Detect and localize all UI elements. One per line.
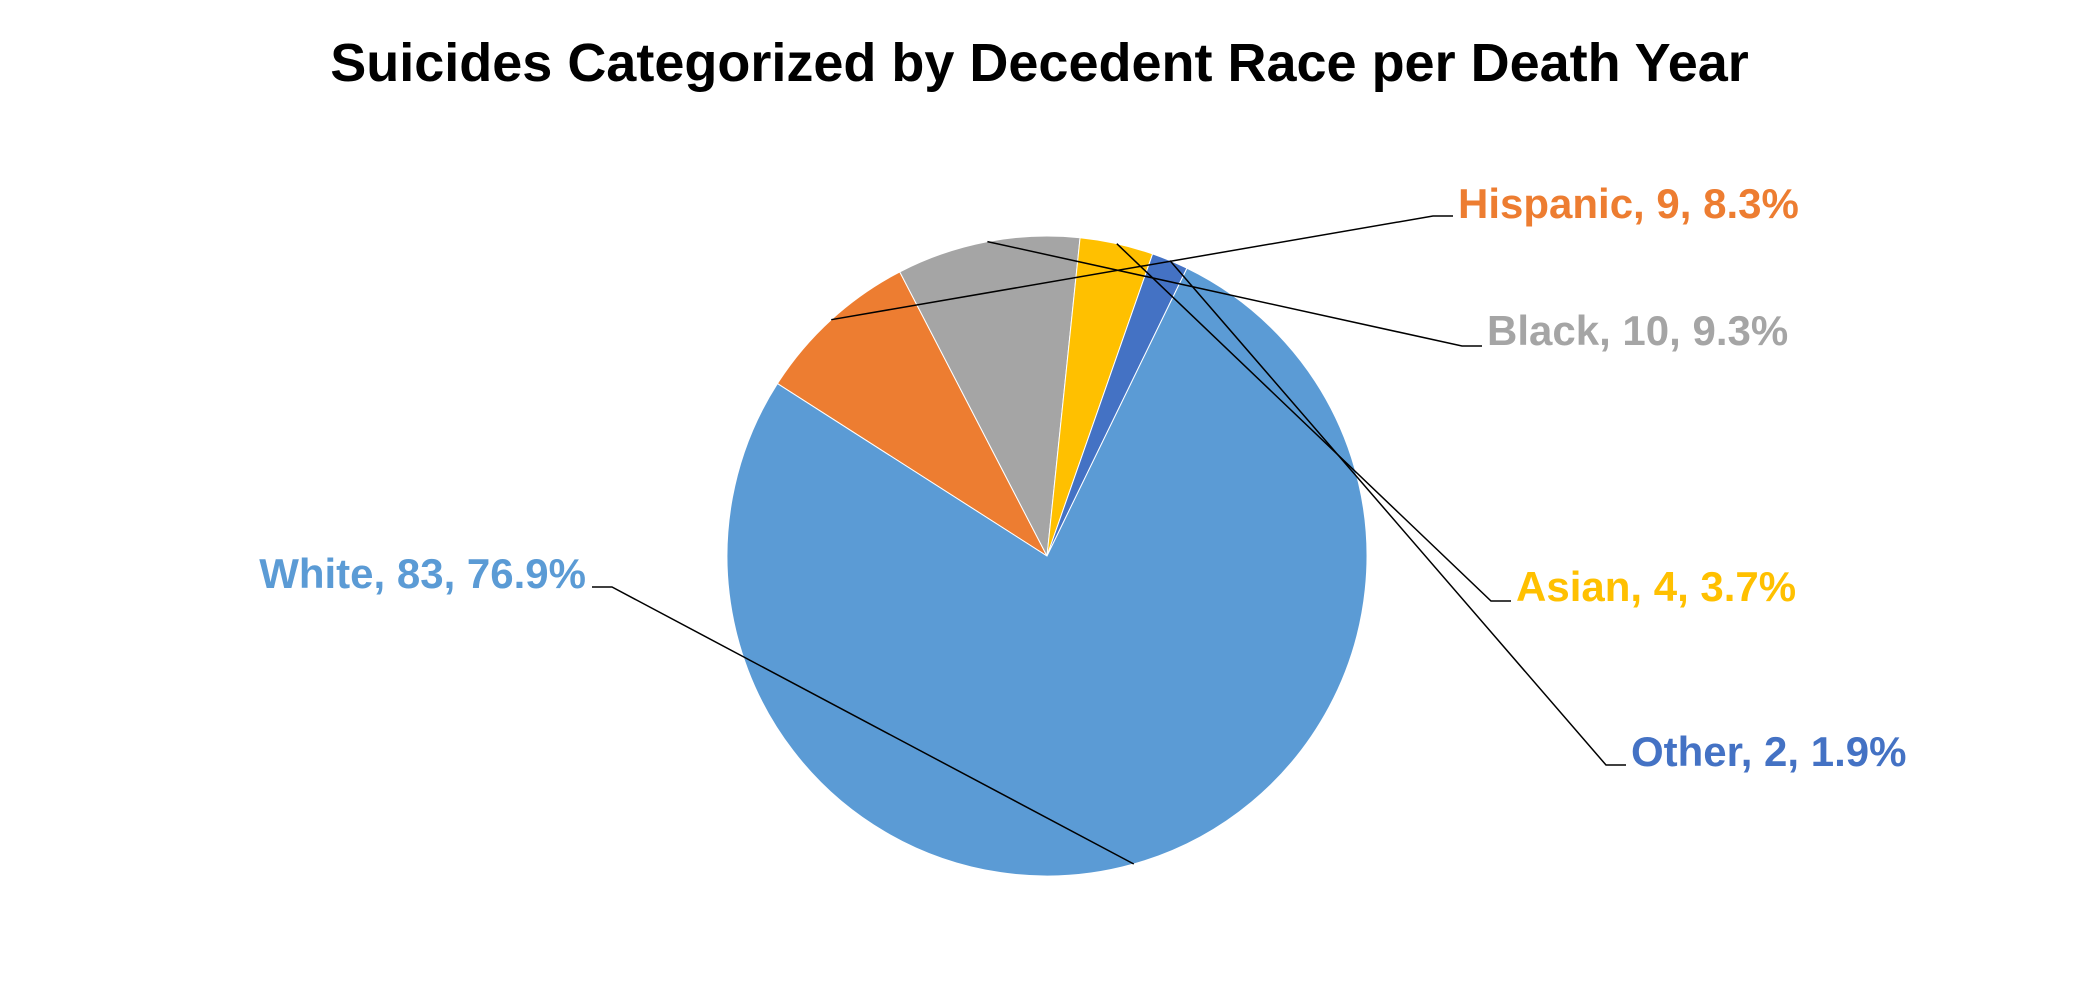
leader-line-asian xyxy=(1116,243,1511,602)
leader-lines xyxy=(592,215,1626,865)
pie-slices xyxy=(726,235,1368,877)
data-label-white: White, 83, 76.9% xyxy=(259,550,586,597)
leader-line-hispanic xyxy=(831,215,1453,321)
data-label-other: Other, 2, 1.9% xyxy=(1631,728,1906,775)
data-label-black: Black, 10, 9.3% xyxy=(1487,307,1788,354)
data-label-hispanic: Hispanic, 9, 8.3% xyxy=(1458,180,1799,227)
pie-slice-hispanic xyxy=(776,271,1049,558)
leader-line-other xyxy=(1169,260,1626,766)
data-labels: Hispanic, 9, 8.3% Black, 10, 9.3% Asian, 4… xyxy=(259,180,1906,775)
leader-line-black xyxy=(987,240,1482,347)
chart-title: Suicides Categorized by Decedent Race pe… xyxy=(330,33,1749,93)
data-label-asian: Asian, 4, 3.7% xyxy=(1516,563,1796,610)
leader-line-white xyxy=(592,586,1135,865)
